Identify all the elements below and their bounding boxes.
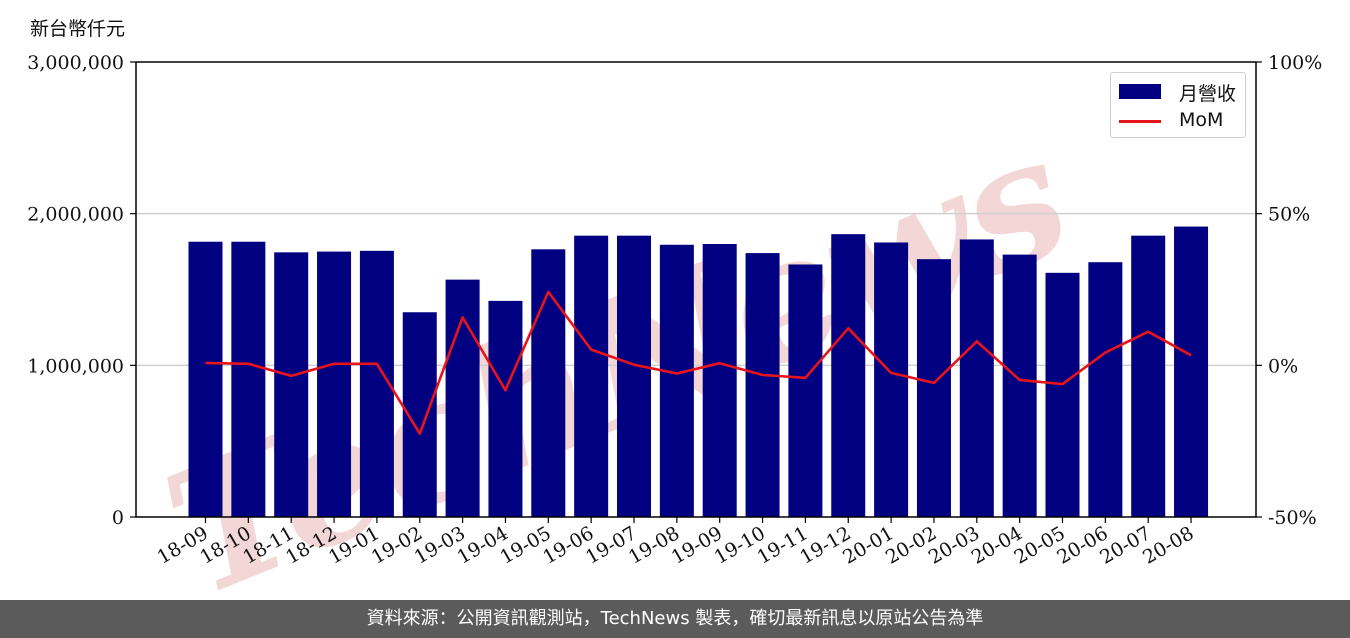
bar-19-07 bbox=[617, 235, 651, 518]
right-tick-label: 50% bbox=[1268, 204, 1310, 226]
legend-line-swatch bbox=[1119, 120, 1161, 123]
bar-18-12 bbox=[317, 251, 352, 518]
bar-19-05 bbox=[531, 249, 566, 517]
y-axis-unit-label: 新台幣仟元 bbox=[30, 18, 126, 40]
right-axis: -50% 0% 50% 100% bbox=[1256, 52, 1322, 529]
bar-19-09 bbox=[702, 244, 737, 517]
bar-19-12 bbox=[831, 234, 866, 517]
bar-19-06 bbox=[574, 235, 609, 518]
bar-20-04 bbox=[1002, 254, 1037, 517]
left-tick-label: 0 bbox=[112, 507, 124, 529]
bar-20-06 bbox=[1088, 262, 1123, 517]
right-tick-label: 100% bbox=[1268, 52, 1322, 74]
left-tick-label: 1,000,000 bbox=[27, 355, 124, 377]
bar-19-11 bbox=[788, 264, 823, 517]
mom-line bbox=[205, 290, 1192, 435]
bar-20-07 bbox=[1131, 235, 1166, 518]
left-tick-label: 2,000,000 bbox=[27, 204, 124, 226]
bar-19-03 bbox=[445, 279, 480, 517]
legend-entry-mom: MoM bbox=[1117, 107, 1241, 135]
left-tick-label: 3,000,000 bbox=[27, 52, 124, 74]
right-tick-label: -50% bbox=[1268, 507, 1317, 529]
legend-label-revenue: 月營收 bbox=[1179, 83, 1237, 105]
plot-frame bbox=[135, 61, 1257, 518]
left-axis: 0 1,000,000 2,000,000 3,000,000 bbox=[27, 52, 136, 529]
bar-18-09 bbox=[188, 241, 223, 517]
chart-legend: 月營收 MoM bbox=[1110, 72, 1246, 138]
x-tick-label-20-08: 20-08 bbox=[1139, 522, 1197, 568]
bar-19-04 bbox=[488, 300, 523, 517]
bar-20-01 bbox=[874, 242, 909, 517]
bar-18-10 bbox=[231, 241, 266, 517]
bar-20-08 bbox=[1174, 226, 1209, 517]
line-series bbox=[205, 290, 1192, 435]
right-tick-label: 0% bbox=[1268, 355, 1298, 377]
bar-18-11 bbox=[274, 252, 309, 517]
bar-19-08 bbox=[659, 244, 694, 517]
bar-19-10 bbox=[745, 253, 780, 517]
bar-20-02 bbox=[916, 259, 951, 517]
legend-label-mom: MoM bbox=[1179, 109, 1224, 131]
bar-series bbox=[188, 226, 1209, 518]
bar-20-05 bbox=[1045, 272, 1080, 517]
source-footer: 資料來源：公開資訊觀測站，TechNews 製表，確切最新訊息以原站公告為準 bbox=[0, 600, 1350, 638]
legend-bar-swatch bbox=[1119, 84, 1161, 99]
bar-20-03 bbox=[959, 239, 994, 517]
legend-entry-revenue: 月營收 bbox=[1117, 77, 1241, 105]
